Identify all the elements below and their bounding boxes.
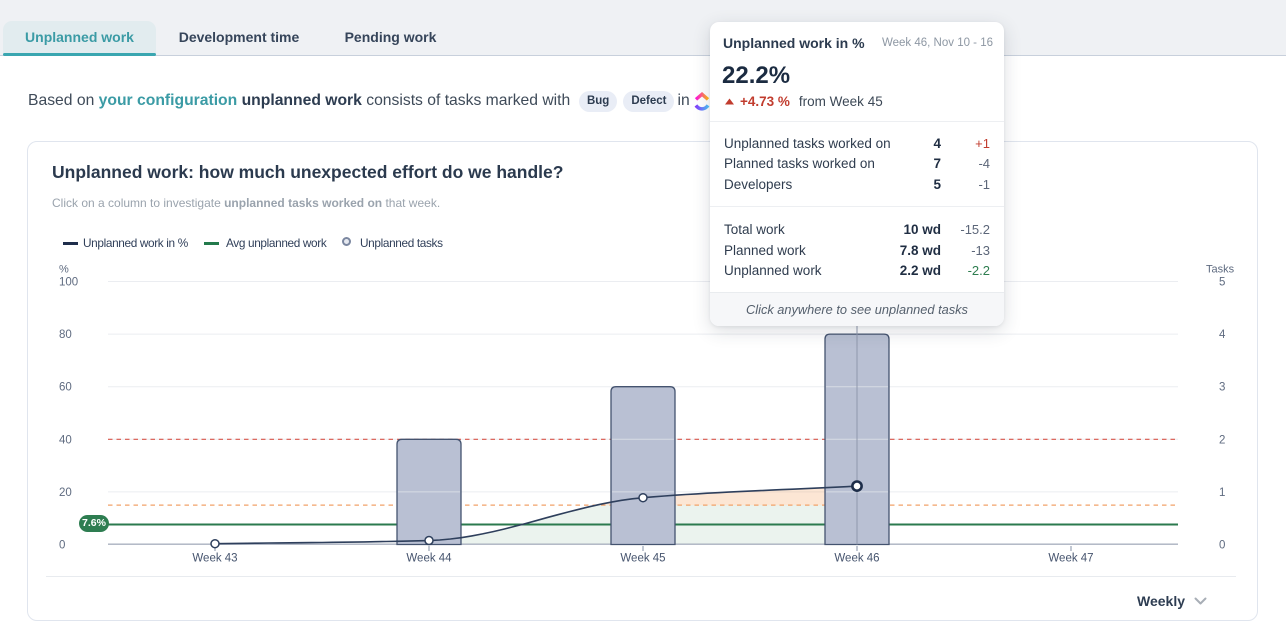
svg-text:60: 60 [59, 382, 72, 394]
svg-text:40: 40 [59, 434, 72, 446]
svg-text:100: 100 [59, 277, 78, 289]
svg-text:80: 80 [59, 329, 72, 341]
svg-text:20: 20 [59, 487, 72, 499]
svg-text:Tasks: Tasks [1206, 264, 1235, 276]
svg-text:Week 46: Week 46 [834, 553, 879, 565]
svg-text:Week 47: Week 47 [1048, 553, 1093, 565]
svg-text:1: 1 [1219, 487, 1225, 499]
svg-text:Week 43: Week 43 [192, 553, 237, 565]
svg-text:0: 0 [59, 540, 65, 552]
svg-text:2: 2 [1219, 434, 1225, 446]
svg-text:0: 0 [1219, 540, 1225, 552]
svg-text:5: 5 [1219, 277, 1225, 289]
svg-text:%: % [59, 264, 69, 276]
svg-text:Week 45: Week 45 [620, 553, 665, 565]
svg-text:4: 4 [1219, 329, 1226, 341]
svg-text:3: 3 [1219, 382, 1225, 394]
svg-text:Week 44: Week 44 [406, 553, 452, 565]
